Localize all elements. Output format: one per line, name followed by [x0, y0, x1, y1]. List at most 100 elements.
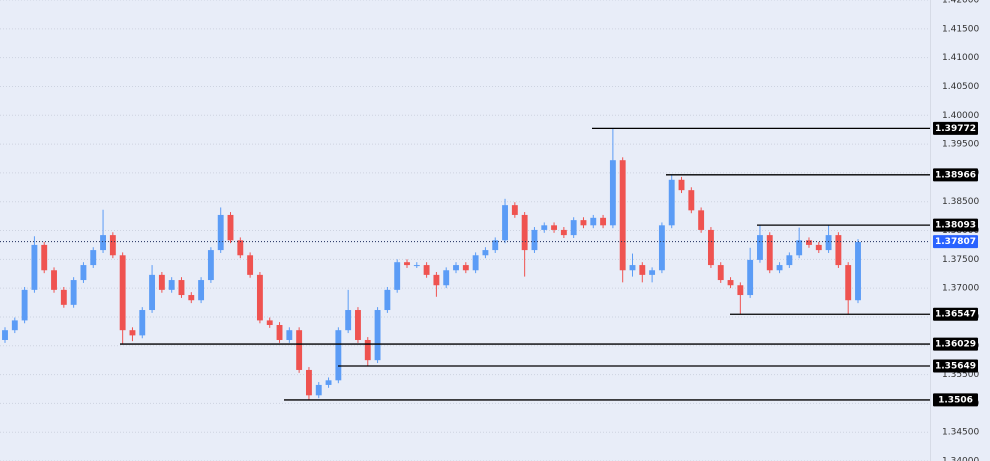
candle-body: [845, 265, 852, 301]
candle-body: [453, 265, 459, 271]
candle-body: [364, 339, 371, 361]
level-label: 1.39772: [935, 124, 976, 134]
candle-body: [766, 235, 773, 271]
candle-body: [266, 320, 273, 326]
candle-body: [413, 265, 420, 267]
candle-body: [315, 384, 322, 396]
candle-body: [355, 310, 361, 340]
candle-body: [374, 310, 381, 361]
candle-body: [31, 244, 38, 290]
candle-body: [609, 160, 616, 226]
candle-body: [629, 265, 636, 271]
candle-body: [247, 255, 254, 275]
y-tick-label: 1.37500: [942, 255, 979, 265]
level-label-box: [933, 121, 978, 135]
level-label-box: [933, 359, 978, 373]
candle-body: [737, 285, 744, 296]
candle-body: [707, 229, 714, 266]
candle-body: [306, 369, 312, 396]
candle-body: [855, 242, 861, 301]
candle-body: [688, 190, 695, 211]
candle-body: [717, 265, 724, 281]
level-label-box: [933, 393, 978, 407]
candle-body: [168, 280, 175, 290]
candle-body: [384, 289, 391, 311]
candle-body: [325, 380, 332, 385]
candle-body: [786, 255, 793, 266]
level-label: 1.3506: [938, 395, 973, 405]
candle-body: [521, 214, 528, 251]
level-label: 1.36029: [935, 340, 976, 350]
level-label: 1.38966: [935, 170, 976, 180]
candle-body: [11, 320, 18, 331]
candle-body: [658, 225, 665, 271]
candle-body: [757, 235, 763, 260]
candle-body: [560, 229, 567, 236]
candle-body: [776, 265, 783, 271]
candle-body: [600, 217, 607, 226]
candle-body: [806, 240, 812, 245]
candle-body: [590, 217, 597, 226]
candle-body: [217, 214, 224, 251]
y-tick-label: 1.41500: [942, 24, 979, 34]
y-tick-label: 1.34000: [942, 457, 979, 461]
level-label: 1.35649: [935, 361, 976, 371]
candle-body: [21, 289, 28, 321]
candle-body: [335, 330, 342, 381]
level-label: 1.36547: [935, 310, 976, 320]
candle-body: [2, 330, 8, 340]
candle-body: [698, 210, 705, 230]
candle-body: [835, 235, 842, 266]
y-tick-label: 1.37000: [942, 284, 979, 294]
level-label-box: [933, 218, 978, 232]
level-label-box: [933, 168, 978, 182]
candle-body: [580, 220, 587, 226]
candle-body: [129, 330, 136, 336]
candle-body: [188, 295, 195, 301]
candle-body: [51, 270, 57, 290]
candle-body: [482, 250, 489, 256]
candle-body: [178, 280, 185, 296]
candle-body: [502, 205, 508, 241]
y-tick-label: 1.41000: [942, 53, 979, 63]
y-tick-label: 1.42000: [942, 0, 979, 6]
candle-body: [727, 280, 734, 286]
candle-body: [296, 330, 303, 370]
candle-body: [443, 270, 450, 286]
current-price-box: [933, 235, 978, 249]
candle-body: [796, 240, 803, 256]
level-label: 1.38093: [935, 221, 976, 231]
candle-body: [394, 262, 401, 290]
candle-body: [462, 265, 469, 271]
candle-body: [404, 262, 410, 266]
candle-body: [570, 220, 577, 236]
candle-body: [286, 330, 293, 340]
y-tick-label: 1.39500: [942, 140, 979, 150]
candle-body: [825, 235, 832, 251]
candle-body: [531, 229, 538, 251]
candle-body: [80, 265, 87, 281]
candle-body: [345, 310, 352, 331]
candle-body: [139, 310, 146, 336]
candle-body: [227, 214, 234, 241]
candle-body: [60, 289, 67, 305]
candle-body: [815, 244, 822, 251]
candle-body: [511, 205, 518, 215]
y-tick-label: 1.35500: [942, 370, 979, 380]
candle-body: [678, 179, 685, 191]
candle-body: [158, 274, 165, 290]
candle-body: [119, 255, 126, 331]
current-price-label: 1.37807: [935, 237, 976, 247]
candle-body: [649, 270, 656, 275]
candle-body: [639, 265, 646, 275]
candle-body: [619, 160, 626, 271]
candle-body: [551, 225, 557, 230]
candle-body: [237, 240, 244, 256]
y-tick-label: 1.38500: [942, 197, 979, 207]
candle-body: [541, 225, 548, 230]
candle-body: [433, 274, 440, 286]
y-tick-label: 1.34500: [942, 428, 979, 438]
candle-body: [100, 235, 106, 251]
candle-body: [149, 274, 156, 311]
